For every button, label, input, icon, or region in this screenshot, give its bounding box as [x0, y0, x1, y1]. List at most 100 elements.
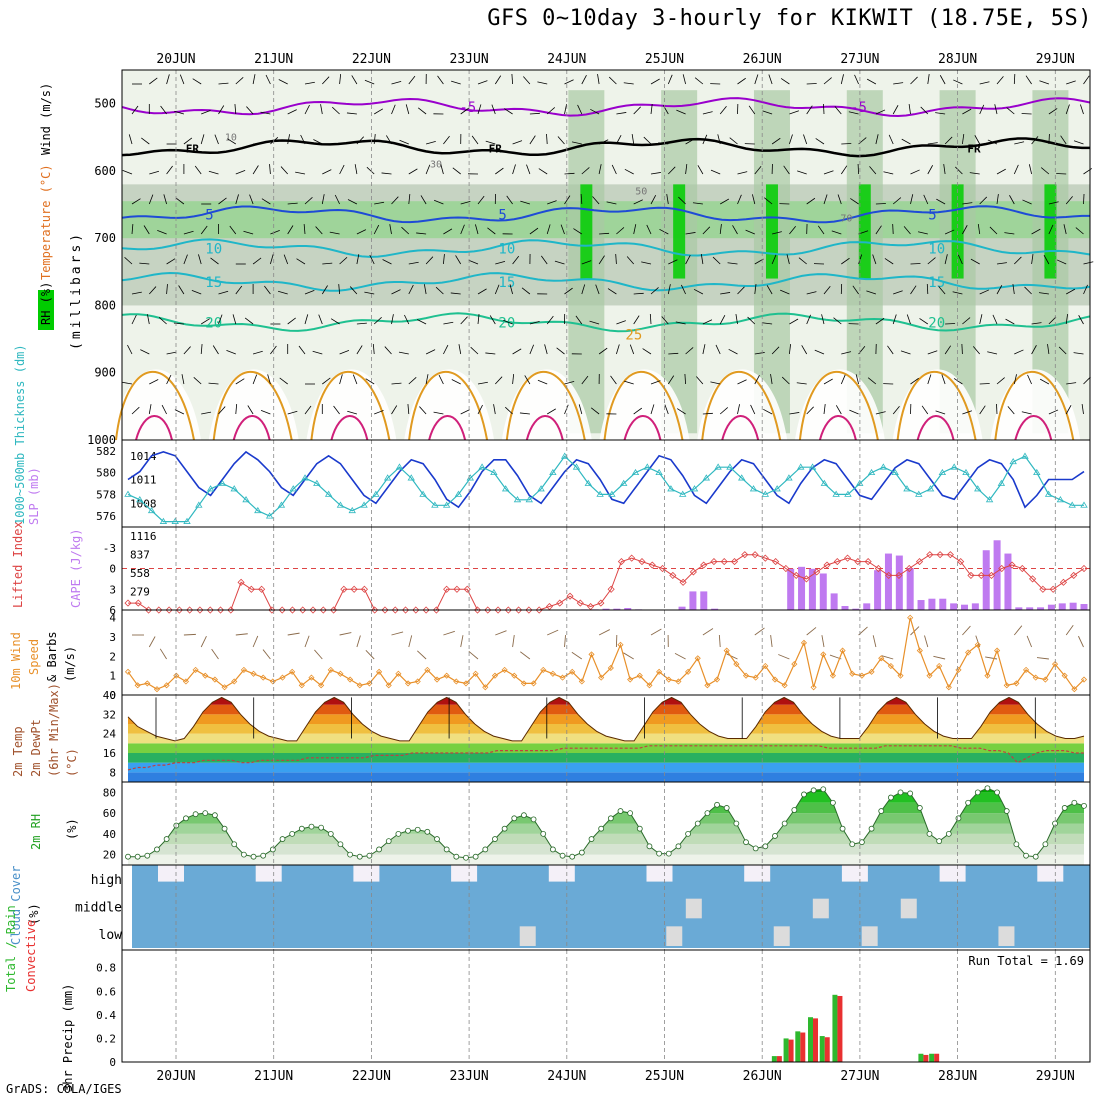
wind-barb	[526, 164, 531, 175]
wind-barb	[298, 345, 306, 355]
rh-point	[289, 830, 296, 837]
li-point	[144, 606, 153, 614]
rh-point	[617, 808, 624, 814]
precip-convective-bar	[788, 1039, 794, 1062]
wind-barb	[1004, 232, 1015, 235]
wind-barb	[692, 202, 703, 205]
wind-barb	[252, 350, 263, 355]
rh-contour-label: 70	[840, 213, 852, 224]
wind-barb	[404, 314, 410, 325]
wind-barb	[547, 200, 557, 205]
wind-barb	[700, 254, 704, 265]
li-point	[258, 585, 266, 593]
wind-barb	[696, 376, 704, 385]
li-point	[700, 561, 708, 569]
wind-barb	[283, 254, 289, 265]
wind-barb	[598, 164, 602, 175]
thickness-axis-label: 1000~500mb Thickness (dm)	[13, 344, 27, 525]
rh-point	[772, 833, 778, 839]
li-point	[463, 585, 471, 593]
wind-barb	[754, 627, 765, 636]
rh-legend: 2m RH (%)	[29, 814, 79, 850]
wind-speed-point	[318, 682, 325, 689]
thickness-tick-label: 576	[96, 510, 116, 523]
wind-barb	[265, 74, 271, 85]
wind-speed-point	[192, 666, 199, 673]
wind-barb	[351, 75, 358, 85]
cloud-clear-patch	[353, 865, 380, 882]
wind-speed-point	[569, 668, 576, 675]
wind-barb	[435, 286, 444, 295]
wind-barb	[322, 262, 333, 265]
precip-convective-bar	[837, 995, 843, 1062]
wind-barb	[702, 111, 713, 115]
rh-point	[955, 815, 962, 822]
wind-barb	[232, 314, 237, 325]
wind-barb	[924, 635, 929, 648]
wind-barb	[667, 375, 675, 385]
rh-point	[356, 853, 363, 860]
wind-barb	[953, 378, 963, 385]
dewpoint-line	[127, 745, 1084, 771]
li-point	[299, 606, 307, 614]
wind-barb	[1081, 404, 1084, 415]
wind-barb	[493, 404, 496, 415]
wind-barb	[252, 374, 258, 385]
rh-point	[820, 786, 827, 793]
wind-barb	[910, 194, 914, 205]
wind-barb	[875, 317, 885, 325]
wind-barb	[626, 256, 635, 265]
thickness-point	[360, 501, 368, 508]
wind-barb	[512, 374, 515, 385]
wind-barb	[365, 378, 375, 385]
isotherm-line	[121, 97, 1091, 118]
wind-barb	[661, 316, 669, 325]
wind-barb	[945, 323, 956, 325]
rh-point	[405, 827, 411, 834]
li-point	[638, 558, 646, 566]
wind-barb	[564, 104, 567, 115]
thickness-point	[1021, 452, 1029, 459]
wind-barb	[633, 315, 640, 325]
chart-title: GFS 0~10day 3-hourly for KIKWIT (18.75E,…	[487, 6, 1092, 31]
wind-speed-point	[733, 661, 740, 668]
wind-speed-point	[713, 676, 721, 683]
wind-barb	[806, 105, 813, 115]
wind-barb	[1014, 256, 1022, 265]
precip-convective-bar	[800, 1032, 806, 1062]
cape-bar	[700, 591, 708, 610]
wind-barb	[303, 224, 306, 235]
wind-barb	[468, 650, 479, 660]
wind-barb	[470, 346, 479, 355]
wind-barb	[823, 194, 828, 205]
li-point	[124, 599, 132, 607]
wind-barb	[158, 317, 167, 325]
rh-point	[762, 843, 769, 850]
wind-barb	[682, 74, 686, 85]
wind-barb	[1080, 104, 1084, 115]
wind-barb	[1012, 284, 1015, 295]
wind-barb	[381, 172, 392, 175]
wind-barb	[148, 194, 154, 205]
wind-barb	[754, 74, 759, 85]
wind-barb	[279, 377, 288, 385]
wind-speed-point	[327, 666, 334, 673]
cape-bar	[1037, 607, 1045, 610]
thickness-point	[301, 474, 309, 481]
thickness-point	[395, 463, 404, 470]
li-point	[844, 554, 852, 562]
wind-speed-point	[289, 668, 296, 675]
wind-barb	[1028, 164, 1032, 175]
li-point	[227, 606, 235, 614]
wind-speed-point	[752, 674, 759, 681]
wind-barb	[141, 137, 150, 145]
wind-barb	[623, 652, 634, 660]
wind-speed-point	[240, 666, 247, 673]
rh-axis-label: 2m RH	[29, 814, 43, 850]
wind-barb	[833, 317, 842, 325]
wind-barb	[524, 375, 531, 385]
wind-barb	[936, 198, 946, 205]
wind-barb	[806, 406, 814, 415]
isotherm-25-loop	[408, 370, 489, 441]
wind-barb	[313, 139, 323, 145]
